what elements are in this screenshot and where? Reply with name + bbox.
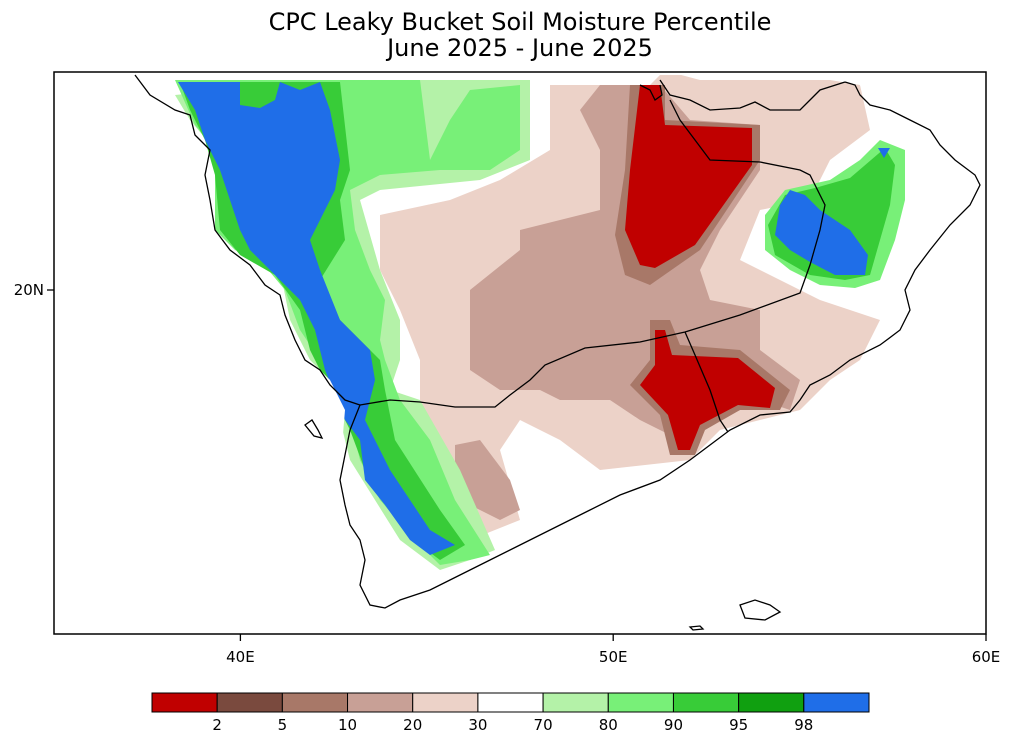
colorbar-label: 90 (664, 716, 683, 734)
coastlines (134, 74, 981, 631)
x-tick-label: 40E (226, 648, 255, 666)
sea-mask-west (54, 72, 390, 634)
colorbar-swatch (672, 692, 740, 713)
colorbar: 2 5 10 20 30 70 80 90 95 98 (151, 692, 870, 734)
sea-mask-gulf (860, 72, 986, 190)
map-title-line2: June 2025 - June 2025 (385, 34, 653, 62)
colorbar-swatch (151, 692, 218, 713)
colorbar-label: 70 (534, 716, 553, 734)
dahlak-islands (304, 419, 324, 439)
y-tick-label: 20N (14, 281, 44, 299)
colorbar-label: 95 (729, 716, 748, 734)
shaded-field (54, 72, 986, 634)
x-axis: 40E 50E 60E (226, 634, 1000, 666)
colorbar-label: 10 (338, 716, 357, 734)
sea-mask-south (380, 200, 986, 634)
colorbar-label: 30 (468, 716, 487, 734)
x-tick-label: 50E (599, 648, 628, 666)
colorbar-swatch (281, 692, 349, 713)
coastline-gulf (659, 79, 846, 111)
coastline-qatar (639, 84, 663, 101)
colorbar-label: 98 (794, 716, 813, 734)
region-percentile-above-98-west (178, 82, 455, 555)
colorbar-label: 80 (599, 716, 618, 734)
socotra-island (739, 599, 782, 621)
colorbar-label: 20 (403, 716, 422, 734)
plot-frame (53, 71, 987, 635)
plot-area (53, 71, 987, 635)
colorbar-label: 5 (278, 716, 288, 734)
region-percentile-below-2-north (625, 85, 752, 268)
y-axis: 20N (14, 281, 54, 299)
x-tick-label: 60E (972, 648, 1001, 666)
map-title-line1: CPC Leaky Bucket Soil Moisture Percentil… (269, 8, 772, 36)
region-percentile-below-2-south (640, 330, 775, 450)
region-percentile-above-98-east-small (878, 148, 890, 158)
small-island (688, 625, 705, 631)
border-saudi-yemen (359, 99, 826, 408)
colorbar-label: 2 (212, 716, 222, 734)
colorbar-swatch (216, 692, 283, 713)
colorbar-swatch (607, 692, 674, 713)
colorbar-swatch (412, 692, 479, 713)
coastline-red-sea-west (134, 74, 981, 609)
border-oman-yemen (684, 331, 729, 433)
colorbar-swatch (477, 692, 544, 713)
colorbar-swatch (347, 692, 414, 713)
region-percentile-above-98-east (775, 190, 868, 275)
sea-mask-north (140, 72, 860, 80)
colorbar-swatch (803, 692, 870, 713)
colorbar-swatch (542, 692, 609, 713)
colorbar-swatch (738, 692, 805, 713)
